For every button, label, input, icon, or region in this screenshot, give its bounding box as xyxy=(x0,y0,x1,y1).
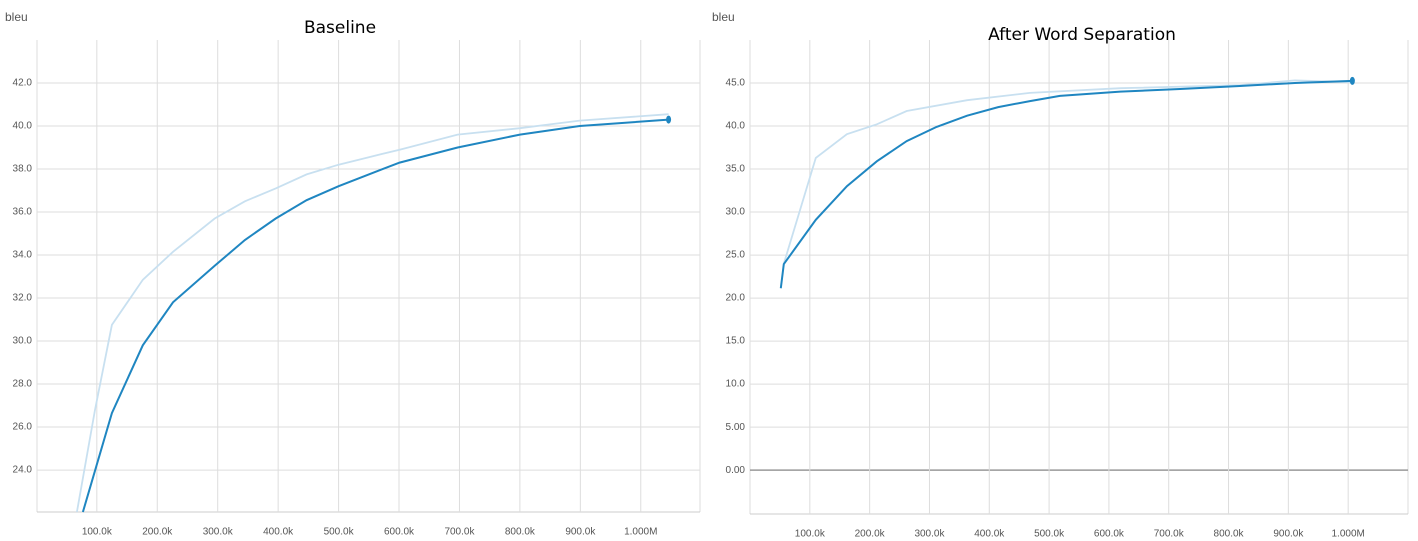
x-tick-label: 100.0k xyxy=(82,527,113,538)
y-tick-label: 42.0 xyxy=(13,78,33,89)
x-tick-label: 400.0k xyxy=(974,529,1005,540)
y-tick-label: 26.0 xyxy=(13,422,33,433)
y-tick-label: 45.0 xyxy=(726,78,746,89)
y-tick-label: 20.0 xyxy=(726,293,746,304)
line-series xyxy=(76,113,669,513)
y-tick-label: 32.0 xyxy=(13,293,33,304)
x-tick-label: 1.000M xyxy=(624,527,657,538)
x-tick-label: 200.0k xyxy=(142,527,173,538)
y-tick-label: 35.0 xyxy=(726,164,746,175)
x-tick-label: 900.0k xyxy=(1273,529,1304,540)
y-tick-label: 28.0 xyxy=(13,379,33,390)
x-tick-label: 600.0k xyxy=(1094,529,1125,540)
end-point xyxy=(1349,76,1355,85)
y-axis-label: bleu xyxy=(712,10,735,24)
x-tick-label: 900.0k xyxy=(565,527,596,538)
x-tick-label: 200.0k xyxy=(855,529,886,540)
x-tick-label: 300.0k xyxy=(914,529,945,540)
y-tick-label: 36.0 xyxy=(13,207,33,218)
y-tick-label: 24.0 xyxy=(13,465,33,476)
y-tick-label: 15.0 xyxy=(726,336,746,347)
x-tick-label: 500.0k xyxy=(324,527,355,538)
y-axis-label: bleu xyxy=(5,10,28,24)
y-tick-label: 40.0 xyxy=(13,121,33,132)
y-tick-label: 34.0 xyxy=(13,250,33,261)
x-tick-label: 700.0k xyxy=(444,527,475,538)
x-tick-label: 300.0k xyxy=(203,527,234,538)
x-tick-label: 100.0k xyxy=(795,529,826,540)
y-tick-label: 30.0 xyxy=(726,207,746,218)
y-tick-label: 25.0 xyxy=(726,250,746,261)
x-tick-label: 500.0k xyxy=(1034,529,1065,540)
x-tick-label: 1.000M xyxy=(1332,529,1365,540)
x-tick-label: 400.0k xyxy=(263,527,294,538)
x-tick-label: 800.0k xyxy=(1214,529,1245,540)
line-series xyxy=(81,118,669,513)
y-tick-label: 5.00 xyxy=(726,422,746,433)
chart-title: After Word Separation xyxy=(988,25,1176,45)
x-tick-label: 700.0k xyxy=(1154,529,1185,540)
y-tick-label: 0.00 xyxy=(726,465,746,476)
end-point xyxy=(666,115,672,124)
x-tick-label: 600.0k xyxy=(384,527,415,538)
chart-title: Baseline xyxy=(304,18,376,38)
x-tick-label: 800.0k xyxy=(505,527,536,538)
y-tick-label: 40.0 xyxy=(726,121,746,132)
line-series xyxy=(779,79,1353,289)
y-tick-label: 10.0 xyxy=(726,379,746,390)
y-tick-label: 30.0 xyxy=(13,336,33,347)
line-series xyxy=(782,79,1353,264)
y-tick-label: 38.0 xyxy=(13,164,33,175)
